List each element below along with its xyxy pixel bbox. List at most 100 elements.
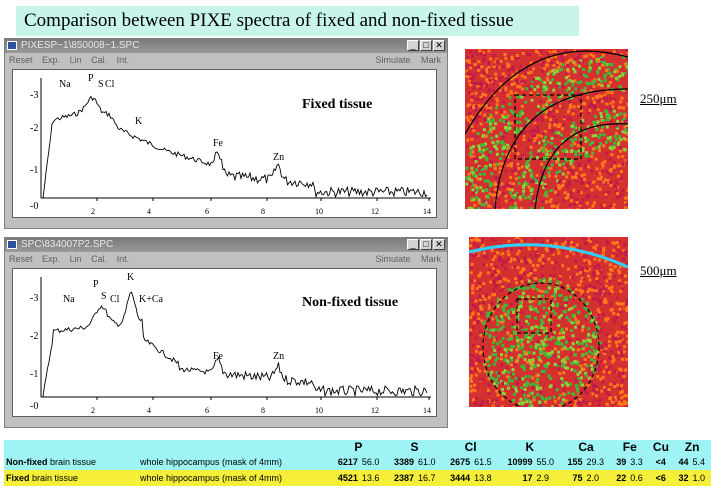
map-pixel [496,193,500,197]
tick-x-2: 2 [91,207,95,216]
map-pixel [591,97,595,101]
map-pixel [604,318,608,322]
window-titlebar[interactable]: SPC\834007P2.SPC _ □ ✕ [5,238,447,252]
map-pixel [483,119,487,123]
map-pixel [522,349,526,353]
menu-lin[interactable]: Lin [69,55,82,65]
map-pixel [544,343,548,347]
map-pixel [588,367,592,371]
map-pixel [542,306,546,310]
map-pixel [577,311,581,315]
map-pixel [494,145,497,149]
menu-simulate[interactable]: Simulate [375,254,411,264]
map-pixel [494,122,498,126]
menu-int[interactable]: Int. [116,254,130,264]
map-pixel [548,247,552,251]
map-pixel [619,310,623,314]
map-pixel [539,350,542,354]
map-pixel [469,369,473,373]
minimize-button[interactable]: _ [407,40,419,51]
map-pixel [566,347,570,351]
menu-simulate[interactable]: Simulate [375,55,411,65]
close-button[interactable]: ✕ [433,40,445,51]
map-pixel [587,295,591,299]
map-pixel [535,386,539,390]
spectrum-plot-nonfixed[interactable]: -3 -2 -1 -0 2 4 6 8 10 12 14 Na P S Cl K… [12,268,437,417]
map-pixel [594,321,598,325]
map-pixel [487,364,491,367]
map-pixel [519,340,523,344]
map-pixel [491,293,495,297]
map-pixel [555,304,559,308]
map-pixel [508,351,512,354]
map-pixel [617,269,621,273]
map-pixel [610,398,614,402]
map-pixel [624,368,628,372]
spectrum-plot-fixed[interactable]: -3 -2 -1 -0 2 4 6 8 10 12 14 Na P S Cl K… [12,69,437,218]
menu-cal[interactable]: Cal. [91,254,108,264]
map-pixel [481,244,485,248]
map-pixel [531,358,535,362]
map-pixel [512,392,516,396]
map-pixel [503,312,507,316]
map-pixel [571,291,575,295]
map-pixel [512,345,515,349]
menu-lin[interactable]: Lin [69,254,82,264]
map-pixel [572,348,575,352]
menu-exp[interactable]: Exp. [42,55,61,65]
map-pixel [503,126,507,130]
map-pixel [553,385,557,389]
map-pixel [492,89,495,93]
map-pixel [471,326,475,330]
menu-mark[interactable]: Mark [421,254,441,264]
map-pixel [486,68,490,72]
map-pixel [573,175,577,179]
map-pixel [561,172,565,176]
map-pixel [525,315,529,319]
table-cell: 75 [561,470,585,486]
map-pixel [484,165,488,169]
menu-cal[interactable]: Cal. [91,55,108,65]
map-pixel [465,116,469,120]
map-pixel [524,351,528,355]
table-cell: 55.0 [534,454,562,470]
map-pixel [571,83,575,87]
table-cell: 3389 [386,454,417,470]
menu-exp[interactable]: Exp. [42,254,61,264]
map-pixel [480,150,484,154]
maximize-button[interactable]: □ [420,40,432,51]
menu-reset[interactable]: Reset [9,254,33,264]
map-pixel [469,244,472,248]
map-pixel [602,276,606,280]
map-pixel [569,103,572,107]
map-pixel [562,331,566,335]
close-button[interactable]: ✕ [433,239,445,250]
map-pixel [501,285,505,289]
map-pixel [545,109,549,113]
map-pixel [555,171,559,175]
menu-reset[interactable]: Reset [9,55,33,65]
map-pixel [508,127,512,130]
minimize-button[interactable]: _ [407,239,419,250]
map-pixel [487,392,491,396]
map-pixel [598,99,602,103]
maximize-button[interactable]: □ [420,239,432,250]
map-pixel [606,368,610,372]
map-pixel [510,289,514,293]
menu-int[interactable]: Int. [116,55,130,65]
map-pixel [590,130,594,134]
window-titlebar[interactable]: PIXESP~1\850008~1.SPC _ □ ✕ [5,39,447,53]
map-pixel [490,98,494,102]
map-pixel [560,58,564,62]
map-pixel [584,317,588,321]
map-pixel [576,362,580,366]
menu-mark[interactable]: Mark [421,55,441,65]
map-pixel [524,100,528,104]
map-pixel [545,200,548,204]
map-pixel [498,118,502,122]
map-pixel [471,81,475,85]
map-pixel [517,355,520,359]
map-pixel [614,340,618,344]
map-pixel [597,149,601,152]
map-pixel [609,169,613,173]
